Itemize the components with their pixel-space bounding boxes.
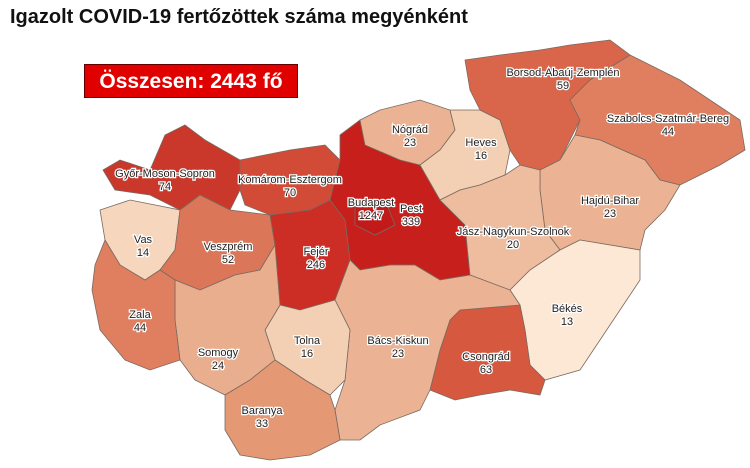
county-name-label: Baranya — [242, 405, 284, 417]
county-value-label: 339 — [402, 216, 420, 228]
county-name-label: Szabolcs-Szatmár-Bereg — [607, 113, 729, 125]
county-value-label: 44 — [662, 126, 674, 138]
county-name-label: Hajdú-Bihar — [581, 195, 639, 207]
county-name-label: Zala — [129, 309, 151, 321]
county-value-label: 33 — [256, 418, 268, 430]
county-name-label: Pest — [400, 203, 422, 215]
county-value-label: 74 — [159, 181, 171, 193]
county-value-label: 70 — [284, 187, 296, 199]
county-value-label: 24 — [212, 360, 224, 372]
county-name-label: Tolna — [294, 335, 321, 347]
county-value-label: 20 — [507, 239, 519, 251]
county-zala — [91, 239, 181, 371]
county-name-label: Jász-Nagykun-Szolnok — [457, 226, 570, 238]
county-value-label: 23 — [404, 137, 416, 149]
county-name-label: Budapest — [348, 197, 394, 209]
map-title: Igazolt COVID-19 fertőzöttek száma megyé… — [10, 6, 468, 28]
county-name-label: Komárom-Esztergom — [238, 174, 342, 186]
county-name-label: Fejér — [303, 246, 328, 258]
county-value-label: 14 — [137, 247, 149, 259]
county-value-label: 1247 — [359, 210, 383, 222]
county-name-label: Nógrád — [392, 124, 428, 136]
total-cases-badge: Összesen: 2443 fő — [84, 64, 298, 98]
county-name-label: Heves — [465, 137, 497, 149]
county-value-label: 23 — [604, 208, 616, 220]
county-name-label: Bács-Kiskun — [367, 335, 428, 347]
county-name-label: Somogy — [198, 347, 239, 359]
county-budapest — [354, 199, 396, 236]
county-value-label: 23 — [392, 348, 404, 360]
county-somogy — [174, 243, 281, 396]
county-value-label: 44 — [134, 322, 146, 334]
county-baranya — [224, 359, 341, 461]
county-value-label: 13 — [561, 316, 573, 328]
county-name-label: Csongrád — [462, 351, 510, 363]
county-bacs-kiskun — [334, 259, 521, 441]
county-value-label: 16 — [475, 150, 487, 162]
county-value-label: 52 — [222, 254, 234, 266]
county-name-label: Borsod-Abaúj-Zemplén — [506, 67, 619, 79]
county-value-label: 16 — [301, 348, 313, 360]
county-name-label: Veszprém — [204, 241, 253, 253]
county-name-label: Győr-Moson-Sopron — [115, 168, 215, 180]
county-name-label: Vas — [134, 234, 153, 246]
county-value-label: 246 — [307, 259, 325, 271]
county-value-label: 59 — [557, 80, 569, 92]
county-value-label: 63 — [480, 364, 492, 376]
county-name-label: Békés — [552, 303, 583, 315]
